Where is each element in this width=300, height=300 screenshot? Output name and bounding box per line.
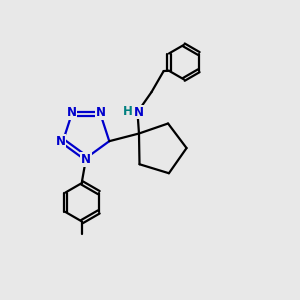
Text: H: H <box>123 105 133 118</box>
Text: N: N <box>81 153 91 166</box>
Text: N: N <box>67 106 77 119</box>
Text: N: N <box>95 106 105 119</box>
Text: N: N <box>56 135 65 148</box>
Text: N: N <box>134 106 144 118</box>
